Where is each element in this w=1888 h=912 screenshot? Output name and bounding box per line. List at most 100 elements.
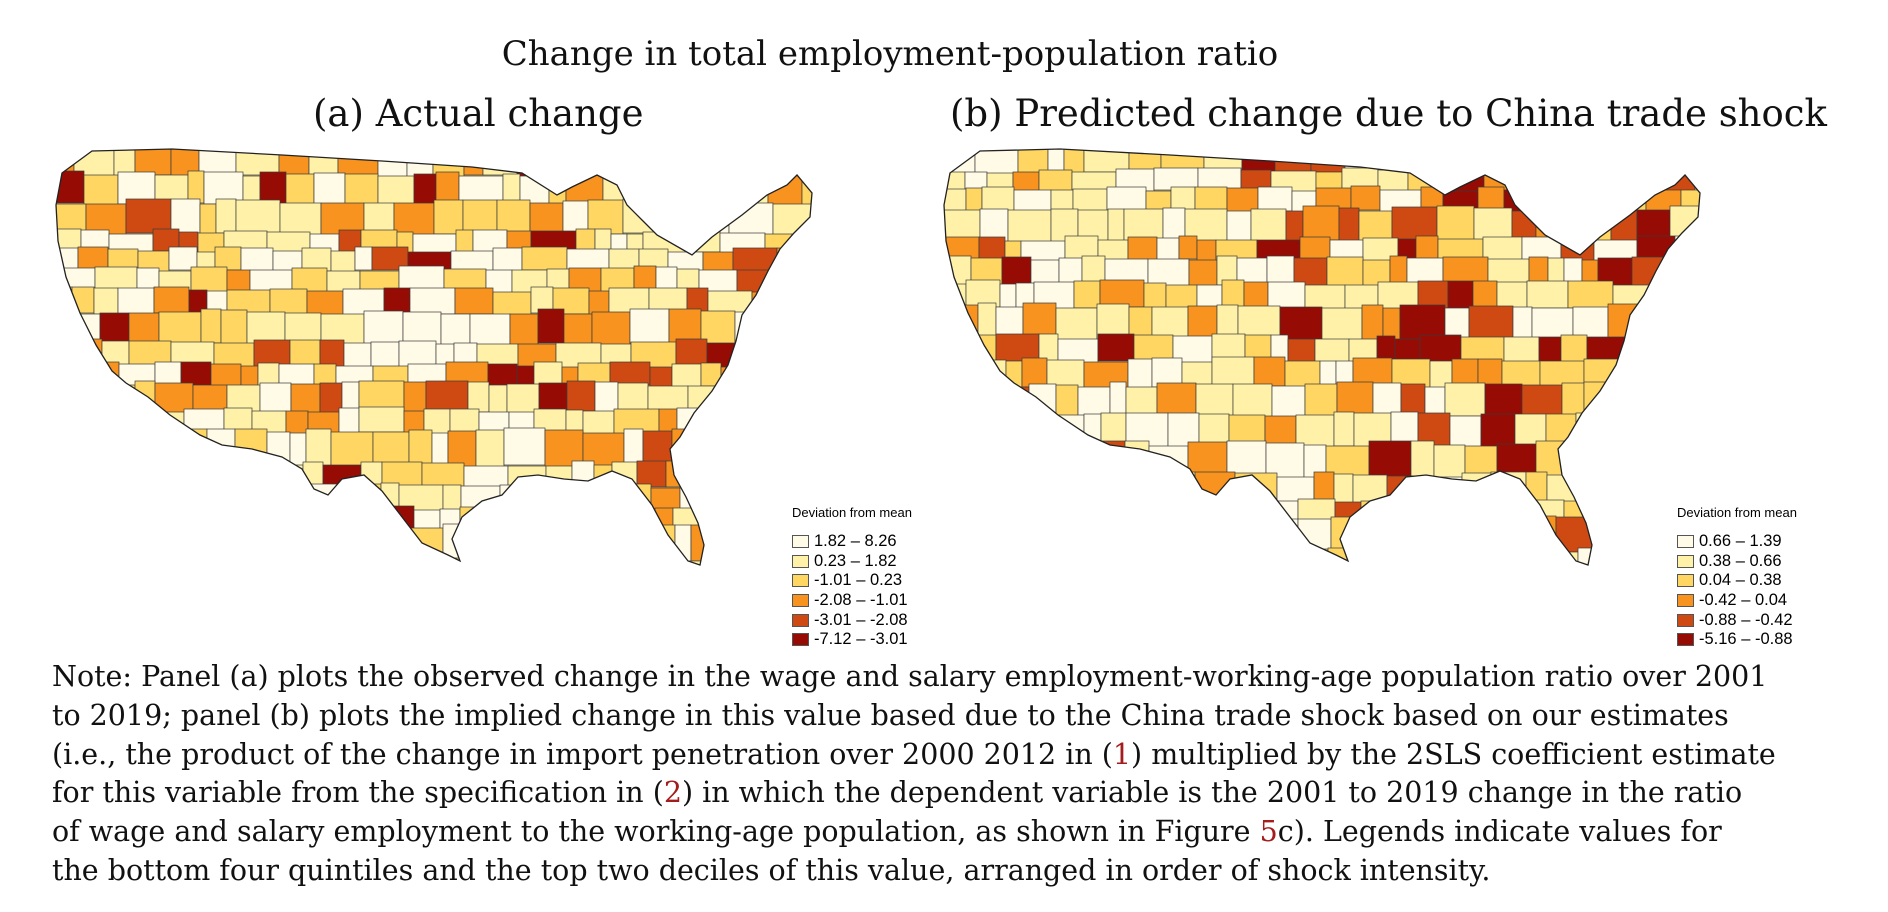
map-region: [591, 311, 631, 347]
map-region: [944, 149, 976, 176]
map-region: [700, 484, 736, 513]
map-region: [143, 524, 171, 562]
map-region: [440, 313, 471, 349]
map-region: [179, 487, 215, 516]
map-region: [180, 461, 208, 489]
map-region: [330, 250, 356, 275]
map-region: [1110, 550, 1140, 565]
map-region: [1659, 149, 1700, 177]
map-region: [409, 287, 456, 315]
map-region: [398, 340, 437, 369]
map-region: [435, 557, 474, 565]
map-region: [1107, 208, 1125, 244]
map-region: [252, 556, 289, 565]
reference-link[interactable]: 1: [1112, 737, 1132, 771]
map-region: [56, 559, 81, 565]
map-region: [1639, 171, 1667, 195]
map-region: [1482, 236, 1523, 261]
map-region: [1368, 440, 1412, 477]
map-region: [988, 517, 1024, 554]
map-region: [180, 361, 212, 386]
map-region: [413, 173, 437, 207]
map-region: [1364, 546, 1392, 565]
map-region: [403, 381, 427, 413]
map-region: [944, 476, 971, 507]
map-region: [442, 484, 462, 513]
map-region: [269, 288, 308, 316]
map-region: [1630, 444, 1671, 481]
map-region: [341, 381, 360, 413]
map-region: [1099, 279, 1145, 308]
map-region: [1156, 382, 1197, 417]
map-region: [488, 384, 508, 416]
map-region: [1544, 170, 1565, 194]
map-region: [1101, 472, 1139, 503]
map-region: [262, 463, 287, 491]
map-region: [741, 339, 788, 368]
map-region: [1609, 186, 1647, 212]
map-region: [1683, 386, 1700, 421]
map-region: [1187, 441, 1228, 478]
legend-item: -0.42 – 0.04: [1677, 591, 1797, 611]
map-region: [537, 308, 565, 344]
legend-swatch: [792, 594, 809, 608]
map-region: [1133, 334, 1174, 363]
map-region: [955, 410, 999, 446]
map-region: [1082, 476, 1103, 507]
map-region: [716, 509, 747, 533]
map-region: [94, 465, 136, 493]
map-region: [1535, 205, 1580, 241]
map-region: [1352, 474, 1388, 505]
map-region: [206, 428, 236, 467]
map-region: [675, 338, 708, 367]
map-region: [93, 287, 119, 315]
map-region: [196, 523, 229, 561]
map-region: [773, 384, 795, 416]
map-region: [813, 407, 842, 432]
map-region: [1321, 307, 1363, 344]
map-region: [1361, 304, 1384, 341]
figure-title: Change in total employment-population ra…: [501, 34, 1279, 74]
map-region: [1464, 149, 1510, 178]
map-region: [1469, 515, 1503, 552]
map-region: [796, 432, 812, 471]
map-region: [386, 526, 405, 564]
figure-reference-link[interactable]: 5: [1259, 815, 1278, 849]
map-region: [944, 515, 971, 552]
map-region: [137, 509, 169, 533]
map-region: [235, 149, 280, 176]
map-region: [1384, 496, 1426, 521]
map-region: [217, 505, 245, 529]
map-region: [153, 286, 190, 314]
map-region: [1041, 474, 1084, 505]
map-region: [533, 361, 563, 386]
map-region: [1064, 442, 1099, 479]
map-region: [1243, 281, 1269, 310]
map-region: [1083, 413, 1102, 449]
map-region: [1583, 381, 1625, 416]
map-region: [1588, 471, 1628, 502]
map-region: [274, 507, 312, 531]
map-region: [768, 268, 794, 295]
map-region: [162, 556, 192, 565]
map-region: [215, 198, 237, 234]
map-region: [310, 506, 329, 530]
map-region: [1444, 382, 1486, 417]
map-region: [1506, 171, 1546, 195]
map-region: [571, 460, 595, 488]
map-region: [1377, 169, 1409, 193]
map-region: [803, 149, 812, 180]
map-region: [1264, 518, 1299, 555]
legend-swatch: [1677, 613, 1694, 627]
map-region: [1568, 149, 1598, 174]
reference-link[interactable]: 2: [663, 776, 682, 810]
map-region: [1529, 546, 1551, 565]
map-region: [190, 559, 226, 565]
map-region: [739, 429, 779, 468]
map-region: [1669, 442, 1700, 479]
map-region: [1426, 149, 1466, 173]
map-region: [1029, 496, 1054, 521]
map-region: [56, 247, 79, 272]
legend-item: 0.04 – 0.38: [1677, 571, 1797, 591]
map-region: [1327, 547, 1366, 565]
